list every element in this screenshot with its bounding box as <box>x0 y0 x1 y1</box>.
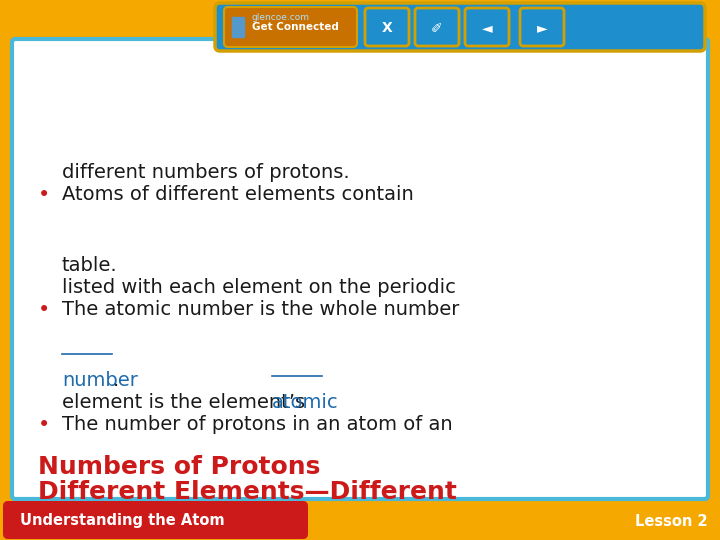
Text: atomic: atomic <box>272 393 338 412</box>
Text: Atoms of different elements contain: Atoms of different elements contain <box>62 185 414 204</box>
Text: number: number <box>62 371 138 390</box>
Text: Get Connected: Get Connected <box>252 22 339 32</box>
Text: listed with each element on the periodic: listed with each element on the periodic <box>62 278 456 297</box>
Text: •: • <box>38 415 50 435</box>
Bar <box>0 503 720 540</box>
Text: glencoe.com: glencoe.com <box>252 12 310 22</box>
Text: Numbers of Protons: Numbers of Protons <box>38 455 320 479</box>
FancyBboxPatch shape <box>365 8 409 46</box>
Text: table.: table. <box>62 256 117 275</box>
Text: Different Elements—Different: Different Elements—Different <box>38 480 457 504</box>
Text: .: . <box>112 371 119 390</box>
Text: different numbers of protons.: different numbers of protons. <box>62 163 350 182</box>
FancyBboxPatch shape <box>415 8 459 46</box>
Text: Understanding the Atom: Understanding the Atom <box>20 514 225 529</box>
FancyBboxPatch shape <box>215 3 705 51</box>
FancyBboxPatch shape <box>3 501 308 539</box>
Text: ◄: ◄ <box>482 21 492 35</box>
Text: Lesson 2: Lesson 2 <box>635 514 708 529</box>
Text: The atomic number is the whole number: The atomic number is the whole number <box>62 300 459 319</box>
Text: ✐: ✐ <box>431 21 443 35</box>
Text: •: • <box>38 185 50 205</box>
FancyBboxPatch shape <box>12 39 708 499</box>
Text: The number of protons in an atom of an: The number of protons in an atom of an <box>62 415 453 434</box>
Text: X: X <box>382 21 392 35</box>
Text: •: • <box>38 300 50 320</box>
Text: element is the element’s: element is the element’s <box>62 393 311 412</box>
FancyBboxPatch shape <box>520 8 564 46</box>
FancyBboxPatch shape <box>465 8 509 46</box>
Text: ►: ► <box>536 21 547 35</box>
FancyBboxPatch shape <box>224 7 357 47</box>
Bar <box>232 17 244 37</box>
